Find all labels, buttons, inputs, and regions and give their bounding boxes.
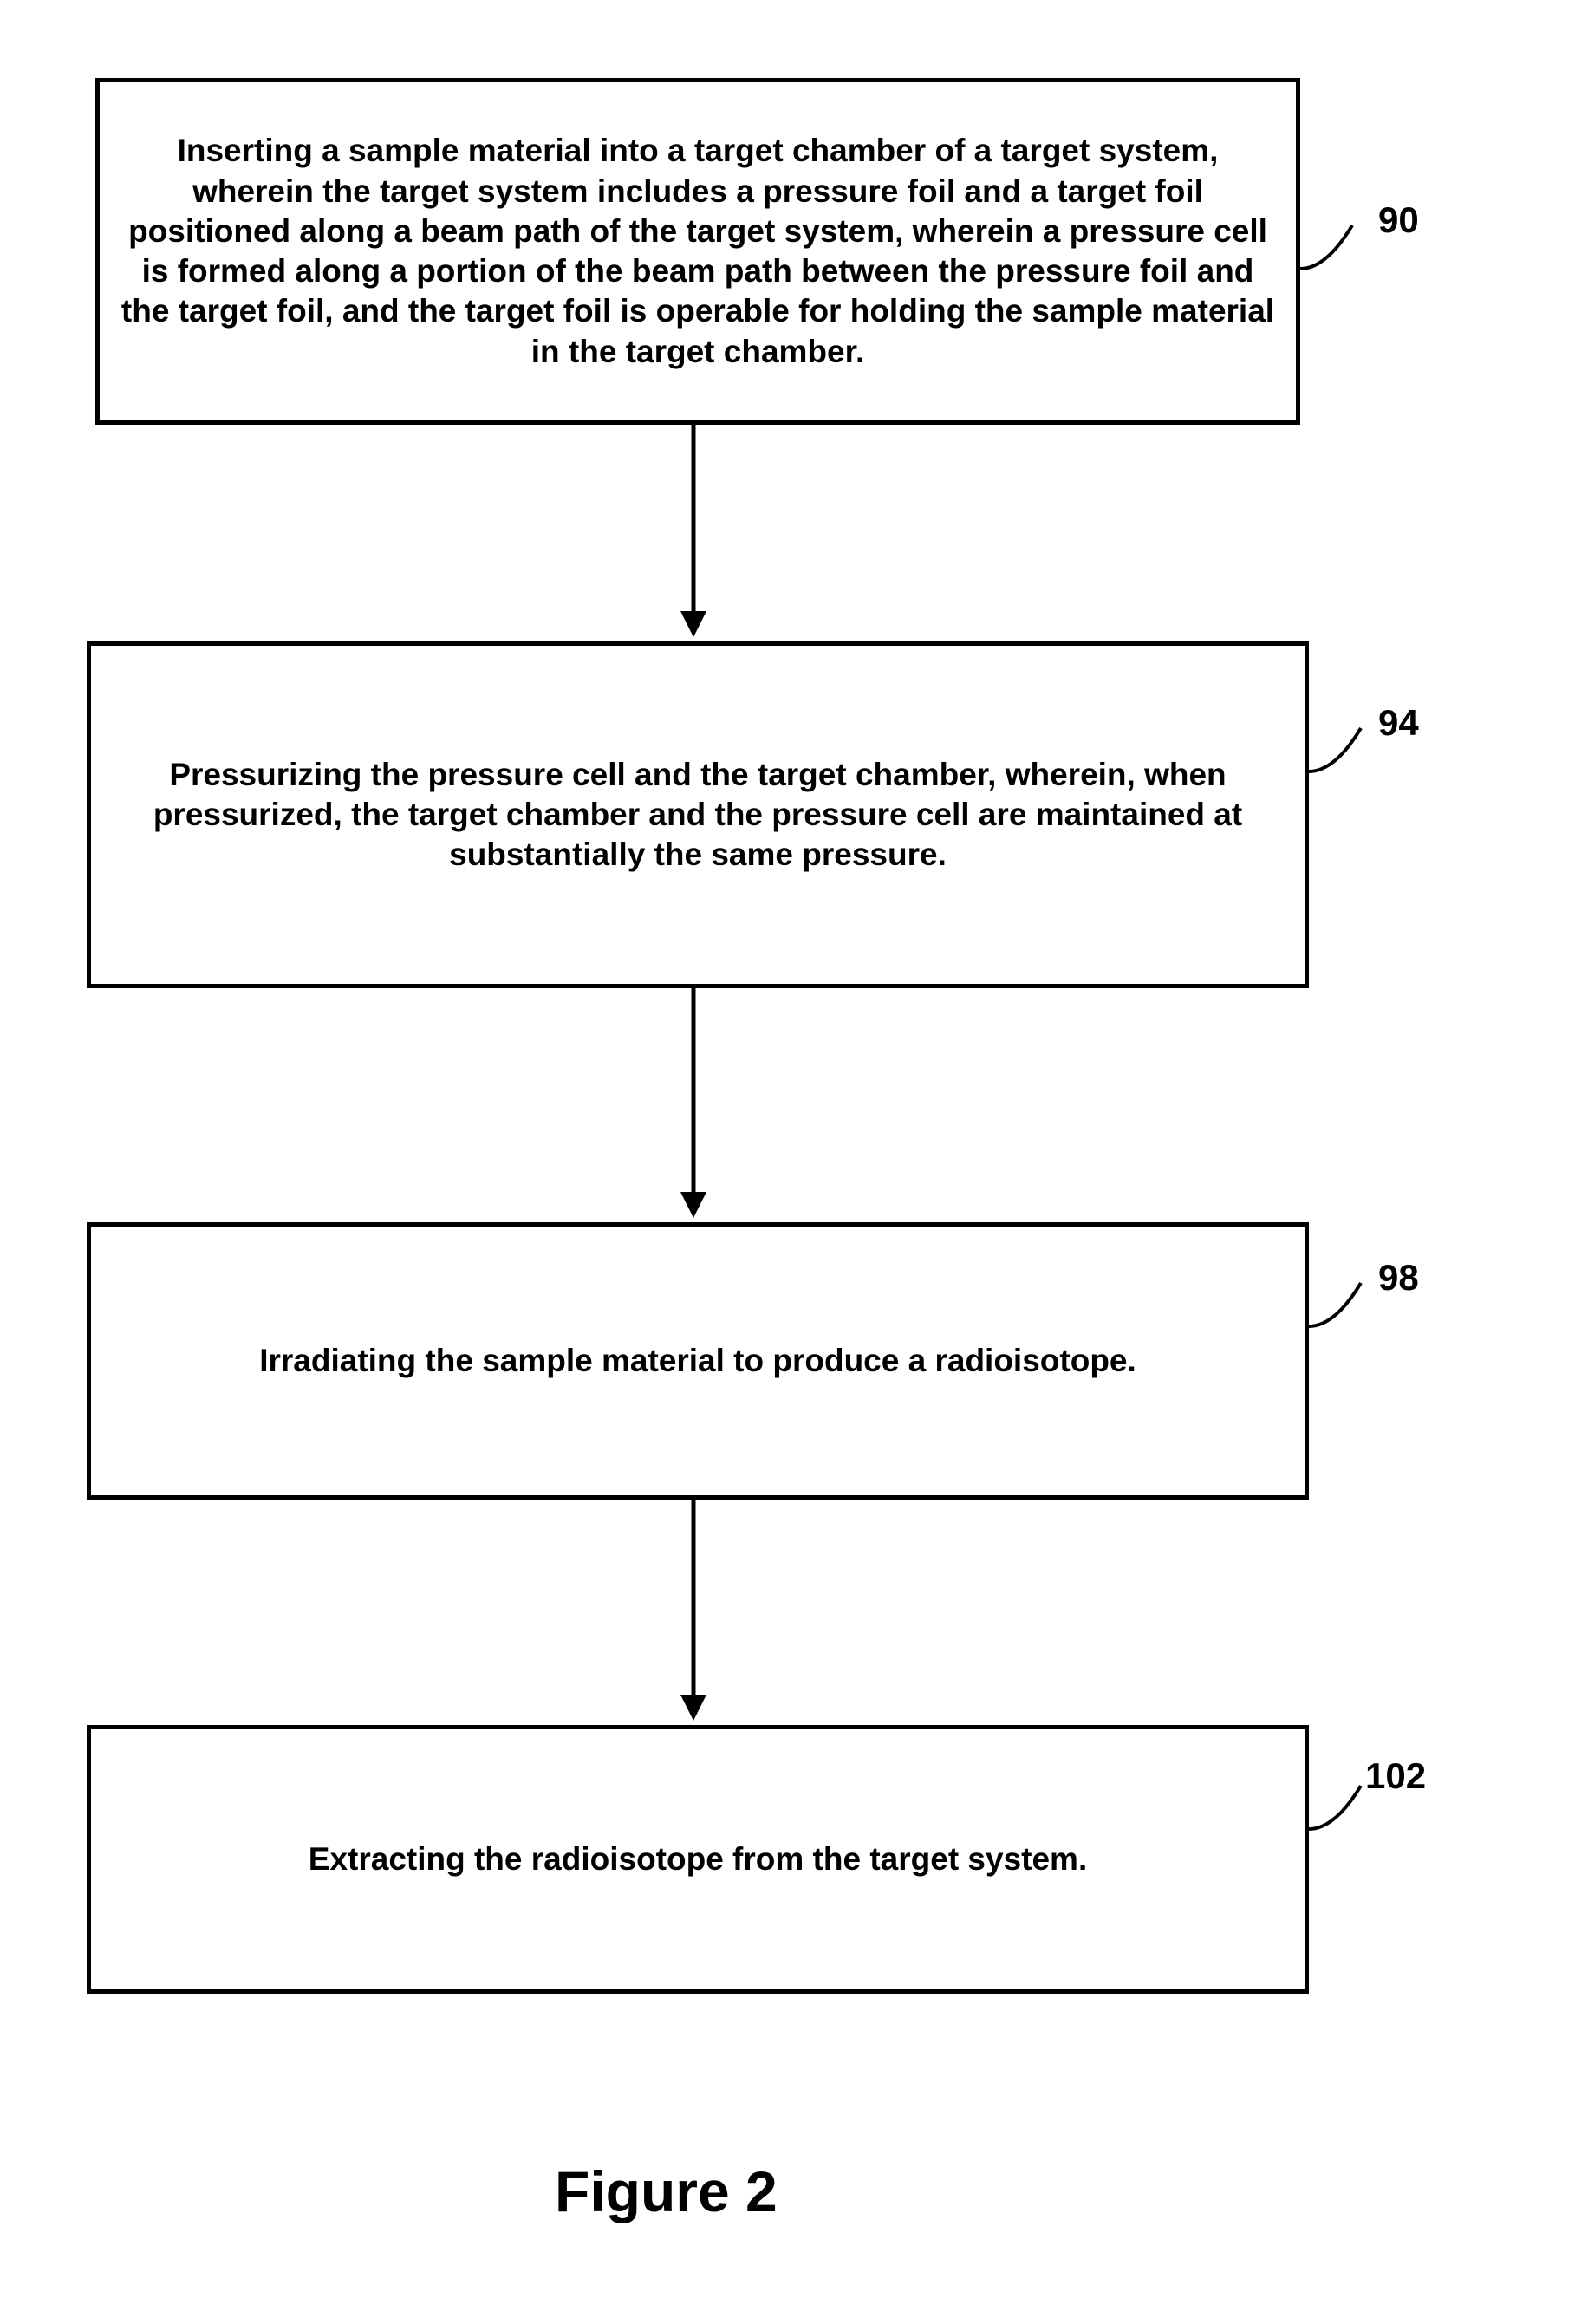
figure-caption: Figure 2 bbox=[555, 2158, 778, 2224]
leader-102 bbox=[0, 0, 1588, 2324]
